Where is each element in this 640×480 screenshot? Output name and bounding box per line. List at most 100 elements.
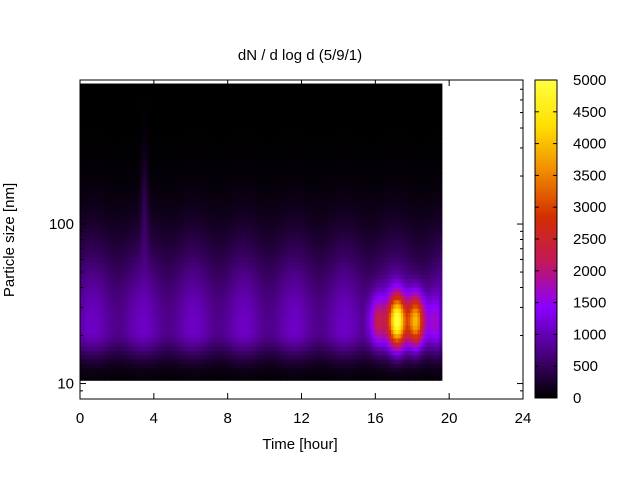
- heatmap-cell: [130, 286, 134, 292]
- heatmap-cell: [99, 342, 103, 347]
- heatmap-cell: [113, 117, 117, 123]
- heatmap-cell: [101, 164, 105, 169]
- heatmap-cell: [219, 210, 223, 216]
- heatmap-cell: [174, 342, 178, 347]
- heatmap-cell: [234, 342, 238, 347]
- heatmap-cell: [94, 206, 98, 212]
- heatmap-cell: [166, 113, 170, 119]
- heatmap-cell: [128, 257, 132, 263]
- heatmap-cell: [94, 265, 98, 271]
- heatmap-cell: [227, 261, 231, 267]
- heatmap-cell: [96, 172, 100, 178]
- heatmap-cell: [101, 83, 105, 89]
- heatmap-cell: [121, 185, 125, 191]
- heatmap-cell: [227, 282, 231, 288]
- heatmap-cell: [195, 312, 199, 318]
- heatmap-cell: [166, 333, 170, 339]
- heatmap-cell: [181, 236, 185, 241]
- heatmap-cell: [118, 92, 122, 97]
- heatmap-cell: [145, 236, 149, 241]
- heatmap-cell: [123, 164, 127, 169]
- heatmap-cell: [106, 244, 110, 250]
- heatmap-cell: [108, 367, 112, 373]
- heatmap-cell: [210, 117, 214, 123]
- heatmap-cell: [101, 138, 105, 144]
- heatmap-cell: [212, 282, 216, 288]
- heatmap-cell: [217, 100, 221, 106]
- heatmap-cell: [162, 244, 166, 250]
- heatmap-cell: [104, 142, 108, 148]
- heatmap-cell: [94, 172, 98, 178]
- heatmap-cell: [176, 316, 180, 322]
- heatmap-cell: [152, 274, 156, 280]
- heatmap-cell: [157, 337, 161, 343]
- heatmap-cell: [96, 269, 100, 275]
- heatmap-cell: [217, 371, 221, 377]
- heatmap-cell: [99, 303, 103, 309]
- heatmap-cell: [147, 244, 151, 250]
- heatmap-cell: [154, 100, 158, 106]
- heatmap-cell: [106, 185, 110, 191]
- heatmap-cell: [224, 185, 228, 191]
- heatmap-cell: [137, 172, 141, 178]
- heatmap-cell: [92, 87, 96, 93]
- heatmap-cell: [157, 286, 161, 292]
- heatmap-cell: [169, 308, 173, 313]
- heatmap-cell: [227, 202, 231, 208]
- heatmap-cell: [236, 363, 240, 369]
- heatmap-cell: [94, 219, 98, 224]
- heatmap-cell: [116, 197, 120, 203]
- heatmap-cell: [108, 236, 112, 241]
- heatmap-cell: [89, 197, 93, 203]
- heatmap-cell: [135, 299, 139, 305]
- heatmap-cell: [87, 299, 91, 305]
- heatmap-cell: [195, 261, 199, 267]
- heatmap-cell: [140, 125, 144, 131]
- heatmap-cell: [236, 333, 240, 339]
- heatmap-cell: [200, 358, 204, 364]
- heatmap-cell: [164, 172, 168, 178]
- heatmap-cell: [147, 117, 151, 123]
- heatmap-cell: [162, 257, 166, 263]
- heatmap-cell: [125, 278, 129, 284]
- heatmap-cell: [181, 337, 185, 343]
- heatmap-cell: [162, 155, 166, 161]
- heatmap-cell: [222, 134, 226, 140]
- heatmap-cell: [87, 108, 91, 114]
- heatmap-cell: [133, 371, 137, 377]
- heatmap-cell: [128, 278, 132, 284]
- heatmap-cell: [99, 176, 103, 182]
- heatmap-cell: [212, 236, 216, 241]
- heatmap-cell: [193, 92, 197, 97]
- heatmap-cell: [130, 261, 134, 267]
- heatmap-cell: [212, 269, 216, 275]
- heatmap-cell: [96, 104, 100, 110]
- heatmap-cell: [229, 155, 233, 161]
- heatmap-cell: [231, 282, 235, 288]
- heatmap-cell: [154, 130, 158, 135]
- heatmap-cell: [123, 96, 127, 102]
- heatmap-cell: [157, 142, 161, 148]
- heatmap-cell: [210, 320, 214, 326]
- heatmap-cell: [222, 83, 226, 89]
- heatmap-cell: [152, 113, 156, 119]
- heatmap-cell: [222, 231, 226, 237]
- heatmap-cell: [183, 189, 187, 195]
- heatmap-cell: [215, 240, 219, 246]
- heatmap-cell: [169, 197, 173, 203]
- heatmap-cell: [87, 134, 91, 140]
- heatmap-cell: [133, 219, 137, 224]
- heatmap-cell: [159, 337, 163, 343]
- heatmap-cell: [205, 358, 209, 364]
- heatmap-cell: [178, 337, 182, 343]
- heatmap-cell: [137, 367, 141, 373]
- heatmap-cell: [231, 308, 235, 313]
- heatmap-cell: [137, 261, 141, 267]
- heatmap-cell: [101, 308, 105, 313]
- heatmap-cell: [186, 316, 190, 322]
- heatmap-cell: [205, 240, 209, 246]
- heatmap-cell: [217, 121, 221, 127]
- heatmap-cell: [205, 308, 209, 313]
- heatmap-cell: [169, 100, 173, 106]
- heatmap-cell: [219, 181, 223, 186]
